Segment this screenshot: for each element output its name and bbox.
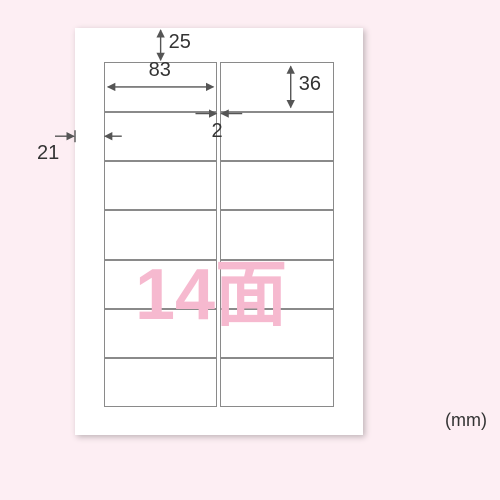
label-cell	[104, 260, 218, 309]
dim-left-margin: 21	[37, 142, 59, 165]
dim-label-height: 36	[299, 73, 321, 96]
label-cell	[104, 210, 218, 259]
dim-col-gap: 2	[211, 120, 222, 143]
label-cell	[220, 358, 334, 407]
dim-top-margin: 25	[169, 31, 191, 54]
label-cell	[220, 112, 334, 161]
label-cell	[104, 161, 218, 210]
dim-label-width: 83	[149, 59, 171, 82]
label-cell	[220, 260, 334, 309]
label-cell	[220, 161, 334, 210]
label-cell	[104, 309, 218, 358]
label-cell	[104, 112, 218, 161]
label-cell	[220, 210, 334, 259]
label-cell	[220, 309, 334, 358]
label-cell	[104, 358, 218, 407]
unit-label: (mm)	[445, 410, 487, 431]
